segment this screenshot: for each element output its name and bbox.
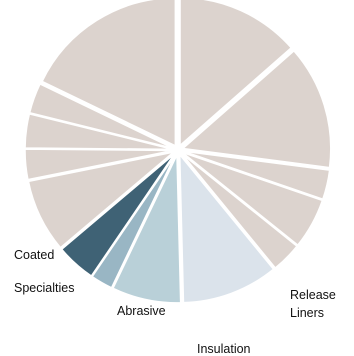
label-insulation: Insulation <box>197 342 251 356</box>
pie-slices <box>24 0 332 304</box>
label-release: Release <box>290 288 336 302</box>
pie-slice-4 <box>180 152 298 270</box>
pie-slice-10 <box>24 148 174 181</box>
pie-slice-8 <box>60 153 176 278</box>
pie-slice-0 <box>179 0 293 148</box>
pie-slice-7 <box>91 153 177 289</box>
pie-slice-12 <box>28 82 174 150</box>
pie-slice-3 <box>181 151 324 247</box>
slice-labels: Coated Specialties Abrasive Insulation R… <box>14 248 336 356</box>
pie-slice-9 <box>27 151 174 249</box>
pie-slice-2 <box>182 150 331 201</box>
pie-slice-6 <box>111 154 182 304</box>
pie-slice-5 <box>178 152 275 304</box>
pie-slice-1 <box>181 49 332 169</box>
pie-slice-13 <box>41 0 177 147</box>
label-abrasive: Abrasive <box>117 304 166 318</box>
pie-slice-11 <box>24 112 174 151</box>
label-liners: Liners <box>290 306 324 320</box>
label-specialties: Specialties <box>14 281 74 295</box>
label-coated: Coated <box>14 248 54 262</box>
